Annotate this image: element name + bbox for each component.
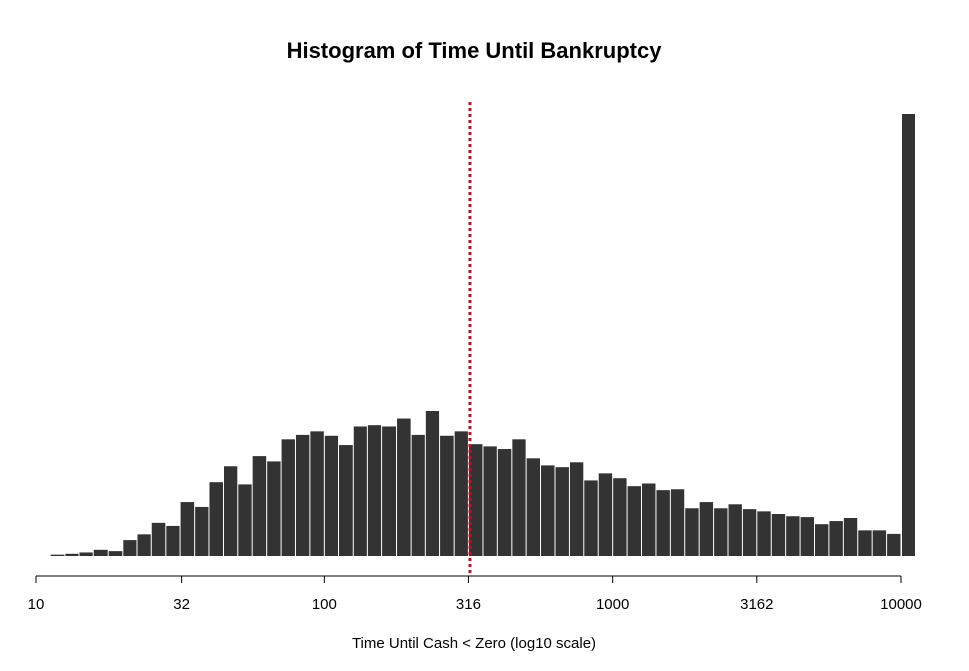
x-tick-label: 10 xyxy=(28,596,45,613)
histogram-bar xyxy=(252,456,267,556)
histogram-bar xyxy=(310,431,324,556)
histogram-bar xyxy=(295,434,310,556)
histogram-bar xyxy=(137,534,151,556)
histogram-bar xyxy=(497,449,512,556)
histogram-bar xyxy=(397,418,411,556)
histogram-bar xyxy=(50,554,65,556)
histogram-bar-overflow xyxy=(902,114,915,556)
histogram-bar xyxy=(541,465,555,556)
histogram-bar xyxy=(353,426,367,556)
histogram-bar xyxy=(757,511,771,556)
histogram-bar xyxy=(742,509,757,556)
histogram-bar xyxy=(613,478,627,556)
histogram-bar xyxy=(815,524,829,556)
histogram-bar xyxy=(526,458,541,556)
histogram-bar xyxy=(555,467,569,556)
x-tick-label: 316 xyxy=(456,596,481,613)
histogram-bar xyxy=(627,486,642,556)
histogram-bar xyxy=(714,508,728,556)
histogram-bar xyxy=(281,439,295,556)
histogram-bar xyxy=(843,517,858,556)
histogram-bar xyxy=(339,445,353,556)
histogram-bars xyxy=(50,114,915,556)
x-axis-label: Time Until Cash < Zero (log10 scale) xyxy=(352,635,596,652)
histogram-bar xyxy=(454,431,468,556)
histogram-bar xyxy=(670,489,685,556)
histogram-bar xyxy=(166,525,180,556)
histogram-bar xyxy=(569,462,584,556)
x-axis: 10 32 100 316 1000 3162 10000 xyxy=(28,575,922,613)
histogram-bar xyxy=(468,444,483,556)
histogram-bar xyxy=(238,484,252,556)
histogram-bar xyxy=(656,490,670,556)
x-tick-label: 32 xyxy=(173,596,190,613)
histogram-bar xyxy=(858,530,872,556)
chart-title: Histogram of Time Until Bankruptcy xyxy=(287,38,663,63)
histogram-bar xyxy=(382,426,397,556)
histogram-bar xyxy=(483,446,497,556)
histogram-bar xyxy=(642,483,656,556)
histogram-bar xyxy=(123,540,137,556)
histogram-bar xyxy=(151,522,166,556)
histogram-bar xyxy=(93,549,108,556)
histogram-bar xyxy=(79,552,93,556)
histogram-bar xyxy=(872,530,887,556)
histogram-bar xyxy=(209,482,224,556)
histogram-bar xyxy=(367,425,382,556)
histogram-bar xyxy=(267,461,281,556)
histogram-bar xyxy=(887,533,901,556)
histogram-bar xyxy=(108,551,123,556)
x-tick-label: 100 xyxy=(312,596,337,613)
x-tick-label: 3162 xyxy=(740,596,773,613)
histogram-bar xyxy=(224,466,238,556)
histogram-bar xyxy=(65,553,79,556)
histogram-bar xyxy=(411,434,425,556)
histogram-bar xyxy=(324,435,339,556)
histogram-bar xyxy=(440,435,454,556)
histogram-bar xyxy=(829,521,843,556)
x-tick-label: 1000 xyxy=(596,596,629,613)
histogram-bar xyxy=(512,439,526,556)
histogram-bar xyxy=(598,473,613,556)
histogram-bar xyxy=(584,480,598,556)
histogram-bar xyxy=(771,514,786,556)
histogram-bar xyxy=(195,506,209,556)
histogram-bar xyxy=(425,411,440,556)
histogram-bar xyxy=(699,502,714,556)
histogram-bar xyxy=(180,502,195,556)
x-tick-label: 10000 xyxy=(880,596,922,613)
histogram-bar xyxy=(786,516,800,556)
histogram-bar xyxy=(800,517,815,556)
histogram-bar xyxy=(728,504,742,556)
histogram-bar xyxy=(685,508,699,556)
